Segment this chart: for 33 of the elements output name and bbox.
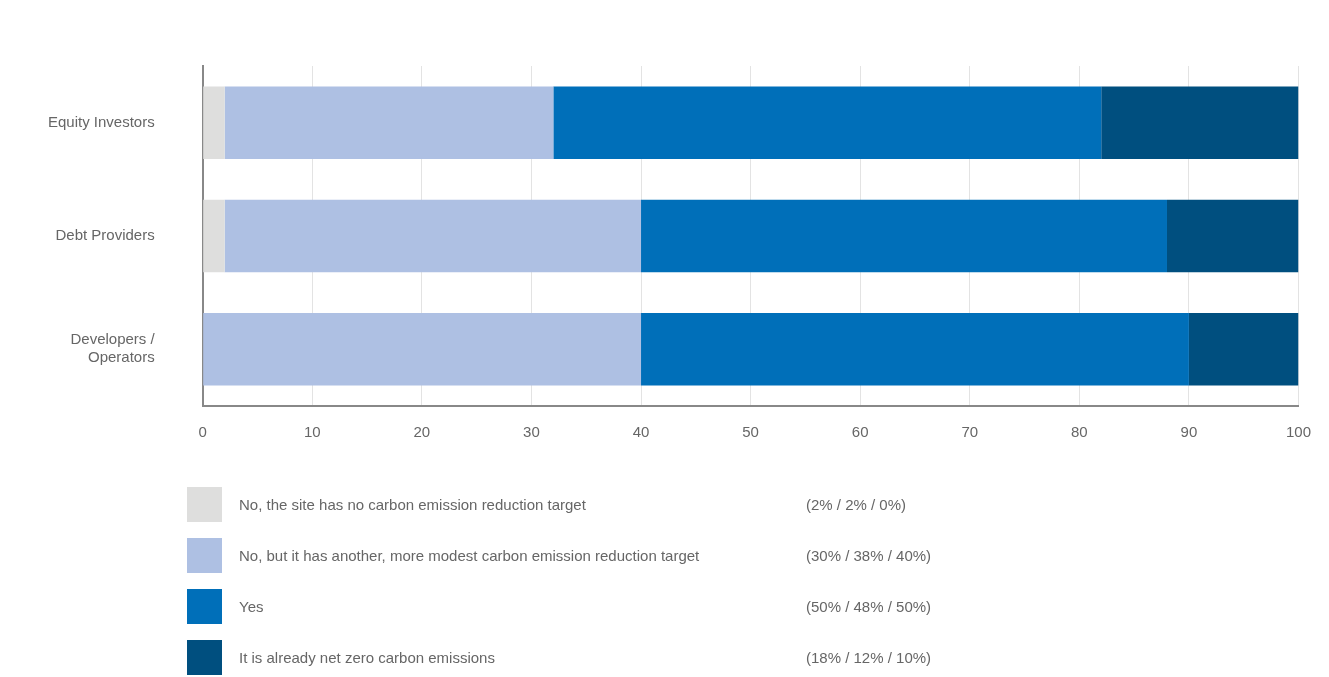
legend-label: No, but it has another, more modest carbon emission reduction target	[239, 547, 700, 564]
x-tick-label: 100	[1285, 423, 1311, 441]
bar	[203, 313, 642, 386]
bar	[224, 86, 554, 159]
bar	[1188, 313, 1299, 386]
bar	[641, 313, 1189, 386]
y-tick-label: Equity Investors	[48, 112, 155, 130]
x-tick-label: 90	[1180, 423, 1198, 441]
text: (50% / 48% / 50%)	[806, 598, 932, 615]
x-tick-label: 30	[523, 423, 540, 441]
y-tick-label: Developers / Operators	[70, 330, 156, 366]
legend-label: Yes	[239, 598, 264, 615]
x-tick-label: 50	[742, 423, 759, 441]
bar	[1166, 199, 1299, 273]
text: (2% / 2% / 0%)	[806, 496, 907, 513]
x-tick-label: 20	[413, 423, 431, 441]
bar	[203, 86, 225, 159]
x-tick-label: 80	[1070, 423, 1088, 441]
x-tick-label: 70	[961, 423, 979, 441]
x-tick-label: 40	[632, 423, 650, 441]
y-tick-label: Debt Providers	[55, 226, 155, 244]
bar	[203, 199, 225, 273]
text: (30% / 38% / 40%)	[806, 547, 932, 564]
x-tick-label: 60	[851, 423, 869, 441]
bar	[224, 199, 642, 273]
bar	[553, 86, 1102, 159]
bar	[641, 199, 1167, 273]
text: (18% / 12% / 10%)	[806, 649, 932, 666]
x-tick-label: 0	[198, 423, 207, 441]
x-tick-label: 10	[303, 423, 321, 441]
legend-label: It is already net zero carbon emissions	[239, 649, 495, 666]
bar	[1101, 86, 1299, 159]
legend-label: No, the site has no carbon emission reduction target	[239, 496, 586, 513]
